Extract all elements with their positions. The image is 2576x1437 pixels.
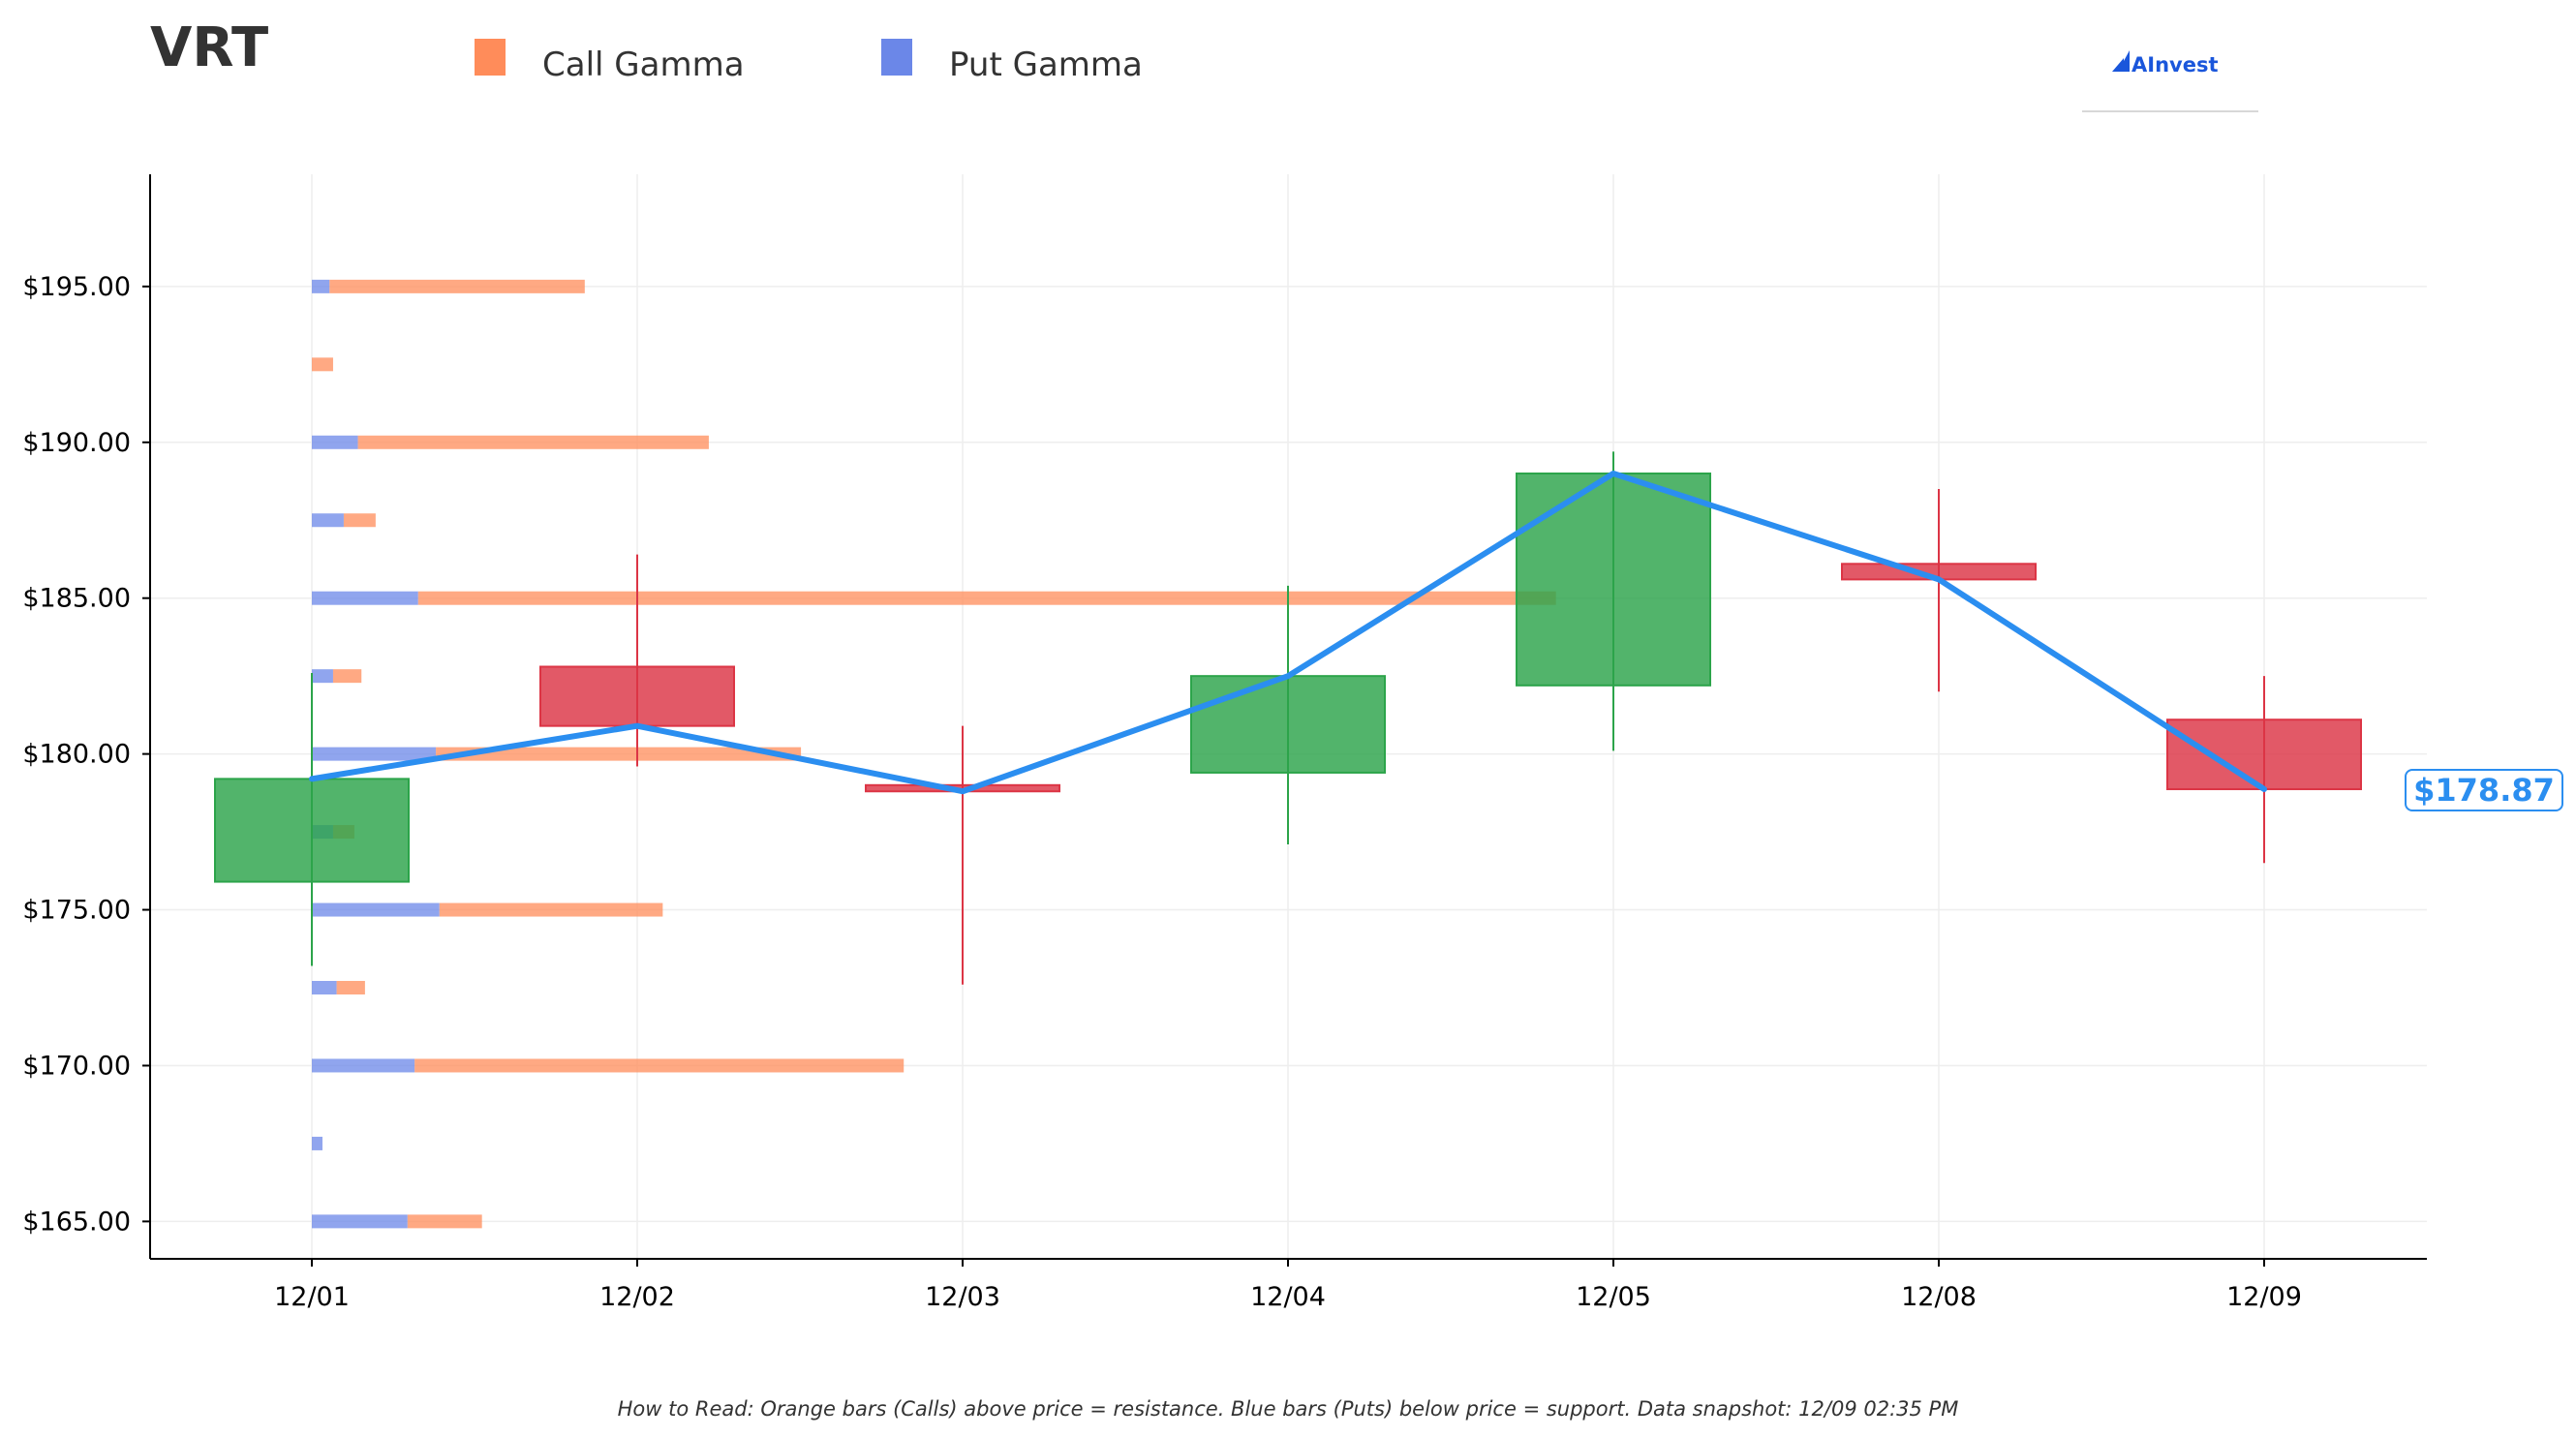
legend-label-call: Call Gamma bbox=[542, 46, 745, 84]
x-tick-label-6: 12/09 bbox=[2226, 1282, 2302, 1312]
put-gamma-bar-5 bbox=[312, 669, 333, 684]
candle-body-12/01 bbox=[214, 778, 410, 883]
x-tick-label-1: 12/02 bbox=[599, 1282, 675, 1312]
close-price-polyline bbox=[309, 470, 2267, 795]
put-gamma-bar-9 bbox=[312, 981, 337, 994]
call-gamma-bar-2 bbox=[357, 435, 709, 449]
candles bbox=[214, 451, 2362, 985]
call-gamma-bar-6 bbox=[436, 747, 802, 761]
brand-name: AInvest bbox=[2131, 53, 2219, 76]
put-gamma-bar-2 bbox=[312, 435, 358, 449]
y-tick-label-6: $195.00 bbox=[22, 272, 131, 302]
call-gamma-bar-0 bbox=[329, 279, 585, 293]
last-price-tag: $178.87 bbox=[2405, 768, 2563, 811]
put-gamma-bar-6 bbox=[312, 747, 437, 761]
put-gamma-bar-12 bbox=[312, 1214, 408, 1229]
candle-body-12/05 bbox=[1516, 472, 1711, 687]
y-tick-label-2: $175.00 bbox=[22, 896, 131, 926]
call-gamma-bar-1 bbox=[312, 357, 333, 372]
put-gamma-bar-3 bbox=[312, 513, 344, 528]
footnote: How to Read: Orange bars (Calls) above p… bbox=[618, 1397, 1959, 1421]
x-tick-label-2: 12/03 bbox=[925, 1282, 1000, 1312]
call-gamma-bar-10 bbox=[414, 1058, 905, 1073]
y-tick-label-4: $185.00 bbox=[22, 584, 131, 614]
legend-swatch-call bbox=[475, 39, 506, 76]
y-tick-label-5: $190.00 bbox=[22, 428, 131, 458]
axes: $165.00 $170.00 $175.00 $180.00 $185.00 $190.… bbox=[22, 174, 2427, 1312]
x-tick-label-0: 12/01 bbox=[274, 1282, 350, 1312]
call-gamma-bar-9 bbox=[336, 981, 365, 994]
brand-logo: AInvest bbox=[2082, 50, 2258, 112]
x-tick-label-5: 12/08 bbox=[1901, 1282, 1977, 1312]
candle-body-12/09 bbox=[2166, 718, 2362, 790]
logo-mark-icon bbox=[2112, 50, 2130, 72]
x-tick-label-4: 12/05 bbox=[1576, 1282, 1651, 1312]
call-gamma-bar-5 bbox=[332, 669, 362, 684]
call-gamma-bar-4 bbox=[417, 591, 1556, 605]
gamma-bars bbox=[312, 279, 1556, 1229]
y-tick-label-0: $165.00 bbox=[22, 1207, 131, 1237]
chart-title: VRT bbox=[150, 16, 268, 79]
last-price-tag-label: $178.87 bbox=[2413, 772, 2555, 809]
put-gamma-bar-10 bbox=[312, 1058, 415, 1073]
put-gamma-bar-8 bbox=[312, 902, 440, 917]
put-gamma-bar-11 bbox=[312, 1136, 322, 1150]
candle-body-12/04 bbox=[1190, 675, 1386, 774]
legend-label-put: Put Gamma bbox=[949, 46, 1143, 84]
put-gamma-bar-4 bbox=[312, 591, 418, 605]
x-tick-label-3: 12/04 bbox=[1250, 1282, 1326, 1312]
call-gamma-bar-8 bbox=[439, 902, 663, 917]
call-gamma-bar-12 bbox=[407, 1214, 482, 1229]
close-price-line bbox=[309, 470, 2267, 795]
last-price-tag-box bbox=[2405, 768, 2563, 811]
candle-body-12/02 bbox=[539, 665, 735, 727]
y-tick-label-1: $170.00 bbox=[22, 1051, 131, 1081]
put-gamma-bar-0 bbox=[312, 279, 330, 293]
y-tick-label-3: $180.00 bbox=[22, 740, 131, 770]
call-gamma-bar-3 bbox=[343, 513, 376, 528]
legend-swatch-put bbox=[881, 39, 912, 76]
